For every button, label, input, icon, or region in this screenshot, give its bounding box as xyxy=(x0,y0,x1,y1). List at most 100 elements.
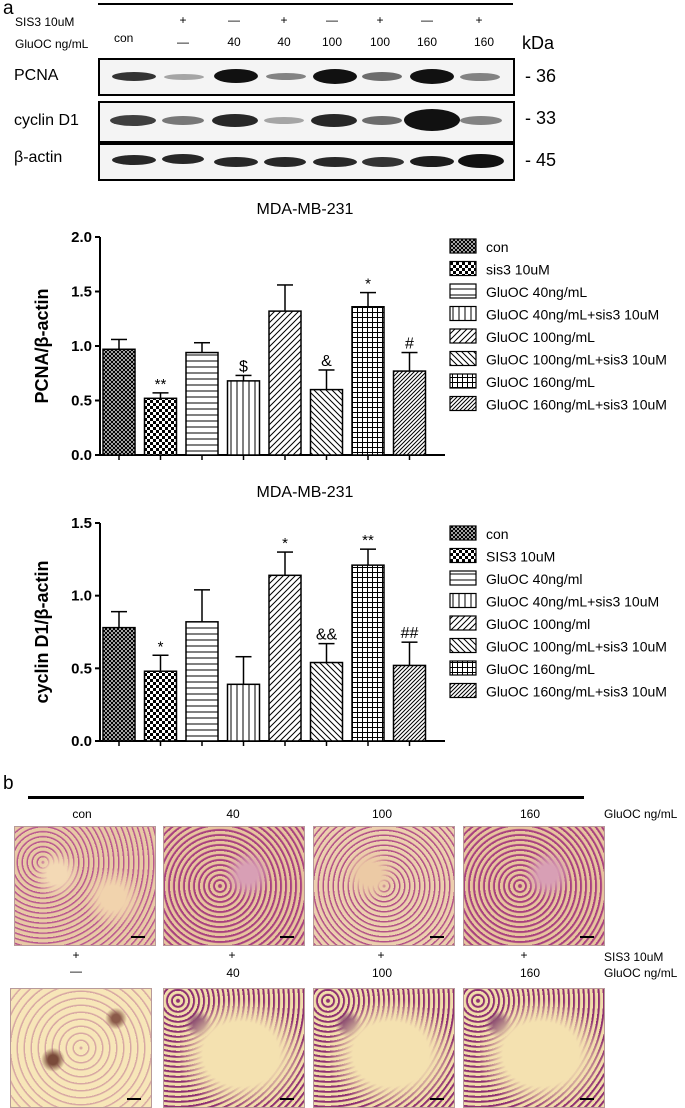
scale-bar xyxy=(580,936,594,938)
bar xyxy=(268,574,302,742)
bottom-gluoc-value: 100 xyxy=(371,966,393,980)
sis3-mark: + xyxy=(376,13,384,27)
significance-label: & xyxy=(321,353,332,370)
y-tick-label: 0.0 xyxy=(71,733,92,750)
legend-swatch xyxy=(449,350,477,367)
scale-bar xyxy=(430,936,444,938)
legend-swatch xyxy=(449,570,477,586)
scale-bar xyxy=(280,1098,294,1100)
significance-label: ** xyxy=(362,532,374,549)
legend-swatch xyxy=(449,660,477,676)
gluoc-value: 100 xyxy=(369,35,391,49)
blot-band xyxy=(458,154,504,168)
legend-label: GluOC 100ng/mL+sis3 10uM xyxy=(486,639,667,655)
top-row-label: 160 xyxy=(519,807,541,821)
bar xyxy=(268,310,302,456)
micrograph-gluoc-100 xyxy=(313,826,455,946)
bottom-gluoc-value: 40 xyxy=(226,966,240,980)
legend-swatch xyxy=(449,260,477,277)
blot-band xyxy=(110,115,156,126)
blot-label-betaactin: β-actin xyxy=(14,149,63,166)
bar xyxy=(392,664,427,742)
bar xyxy=(143,670,178,742)
micrograph-sis3-gluoc-100 xyxy=(313,988,455,1108)
chart-cyclind1: MDA-MB-231 0.0 0.5 1.0 1.5 cyclin D1/β-actin *… xyxy=(32,484,667,750)
significance-label: * xyxy=(365,276,371,293)
y-tick-label: 0.0 xyxy=(71,447,92,464)
blot-band xyxy=(313,69,357,84)
blot-band xyxy=(410,156,454,167)
panel-a-label: a xyxy=(3,0,14,19)
legend-swatch xyxy=(449,283,477,299)
legend-label: con xyxy=(486,239,509,255)
bottom-gluoc-label: GluOC ng/mL xyxy=(604,966,678,980)
kda-cyclind1: - 33 xyxy=(525,108,557,128)
bar xyxy=(143,397,178,456)
y-tick-label: 0.5 xyxy=(71,393,92,410)
legend-swatch xyxy=(449,328,477,344)
bottom-gluoc-value: 160 xyxy=(519,966,541,980)
y-axis-label: cyclin D1/β-actin xyxy=(32,560,52,703)
bottom-sis3-label: SIS3 10uM xyxy=(604,950,664,964)
y-tick-label: 1.5 xyxy=(71,515,92,532)
top-row-label: 40 xyxy=(226,807,240,821)
bar xyxy=(351,306,385,456)
sis3-row-label: SIS3 10uM xyxy=(15,15,75,29)
legend-label: GluOC 160ng/mL+sis3 10uM xyxy=(486,684,667,700)
blot-band xyxy=(266,73,306,80)
legend-swatch xyxy=(449,547,477,564)
significance-label: * xyxy=(158,638,164,655)
top-row-label: 100 xyxy=(371,807,393,821)
bar xyxy=(102,626,136,742)
scale-bar xyxy=(280,936,294,938)
legend-swatch xyxy=(449,637,477,654)
gluoc-value: 100 xyxy=(321,35,343,49)
bar xyxy=(185,621,219,742)
micrograph-sis3-con xyxy=(10,988,152,1108)
legend-label: sis3 10uM xyxy=(486,262,550,278)
blot-betaactin xyxy=(98,143,515,181)
legend-label: GluOC 100ng/ml xyxy=(486,616,590,632)
gluoc-value: — xyxy=(177,35,189,49)
legend-label: GluOC 160ng/mL+sis3 10uM xyxy=(486,397,667,413)
significance-label: * xyxy=(282,535,288,552)
blot-band xyxy=(214,157,258,167)
legend-swatch xyxy=(449,525,477,541)
legend-label: GluOC 40ng/mL+sis3 10uM xyxy=(486,307,659,323)
sis3-mark: — xyxy=(421,13,433,27)
blot-band xyxy=(264,157,306,167)
sis3-mark: — xyxy=(228,13,240,27)
micrograph-con xyxy=(14,826,156,946)
top-row-side-label: GluOC ng/mL xyxy=(604,807,678,821)
panel-b-label: b xyxy=(3,773,14,794)
y-tick-label: 1.0 xyxy=(71,588,92,605)
legend-label: GluOC 100ng/mL xyxy=(486,329,595,345)
blot-pcna xyxy=(98,58,515,96)
blot-band xyxy=(112,155,156,165)
blot-band xyxy=(164,74,204,80)
gluoc-value: 40 xyxy=(227,35,241,49)
legend-label: GluOC 40ng/ml xyxy=(486,571,582,587)
blot-band xyxy=(460,116,502,125)
sis3-mark: + xyxy=(475,13,483,27)
bar xyxy=(309,661,344,742)
bar xyxy=(309,388,344,456)
blot-band xyxy=(311,114,357,127)
blot-band xyxy=(362,157,404,167)
scale-bar xyxy=(131,936,145,938)
legend-label: con xyxy=(486,526,509,542)
significance-label: && xyxy=(316,627,338,644)
bottom-gluoc-value: — xyxy=(70,964,82,978)
chart-pcna: MDA-MB-231 0.0 0.5 1.0 1.5 2.0 PCNA/β-actin ** $… xyxy=(32,201,667,464)
legend-swatch xyxy=(449,615,477,631)
legend-swatch xyxy=(449,305,477,322)
gluoc-value: 160 xyxy=(473,35,495,49)
legend-swatch xyxy=(449,682,477,699)
sis3-mark: + xyxy=(280,13,288,27)
scale-bar xyxy=(127,1098,141,1100)
scale-bar xyxy=(580,1098,594,1100)
blot-band xyxy=(264,117,304,124)
legend-swatch xyxy=(449,238,477,254)
bar xyxy=(102,348,136,456)
blot-cyclind1 xyxy=(98,101,515,143)
